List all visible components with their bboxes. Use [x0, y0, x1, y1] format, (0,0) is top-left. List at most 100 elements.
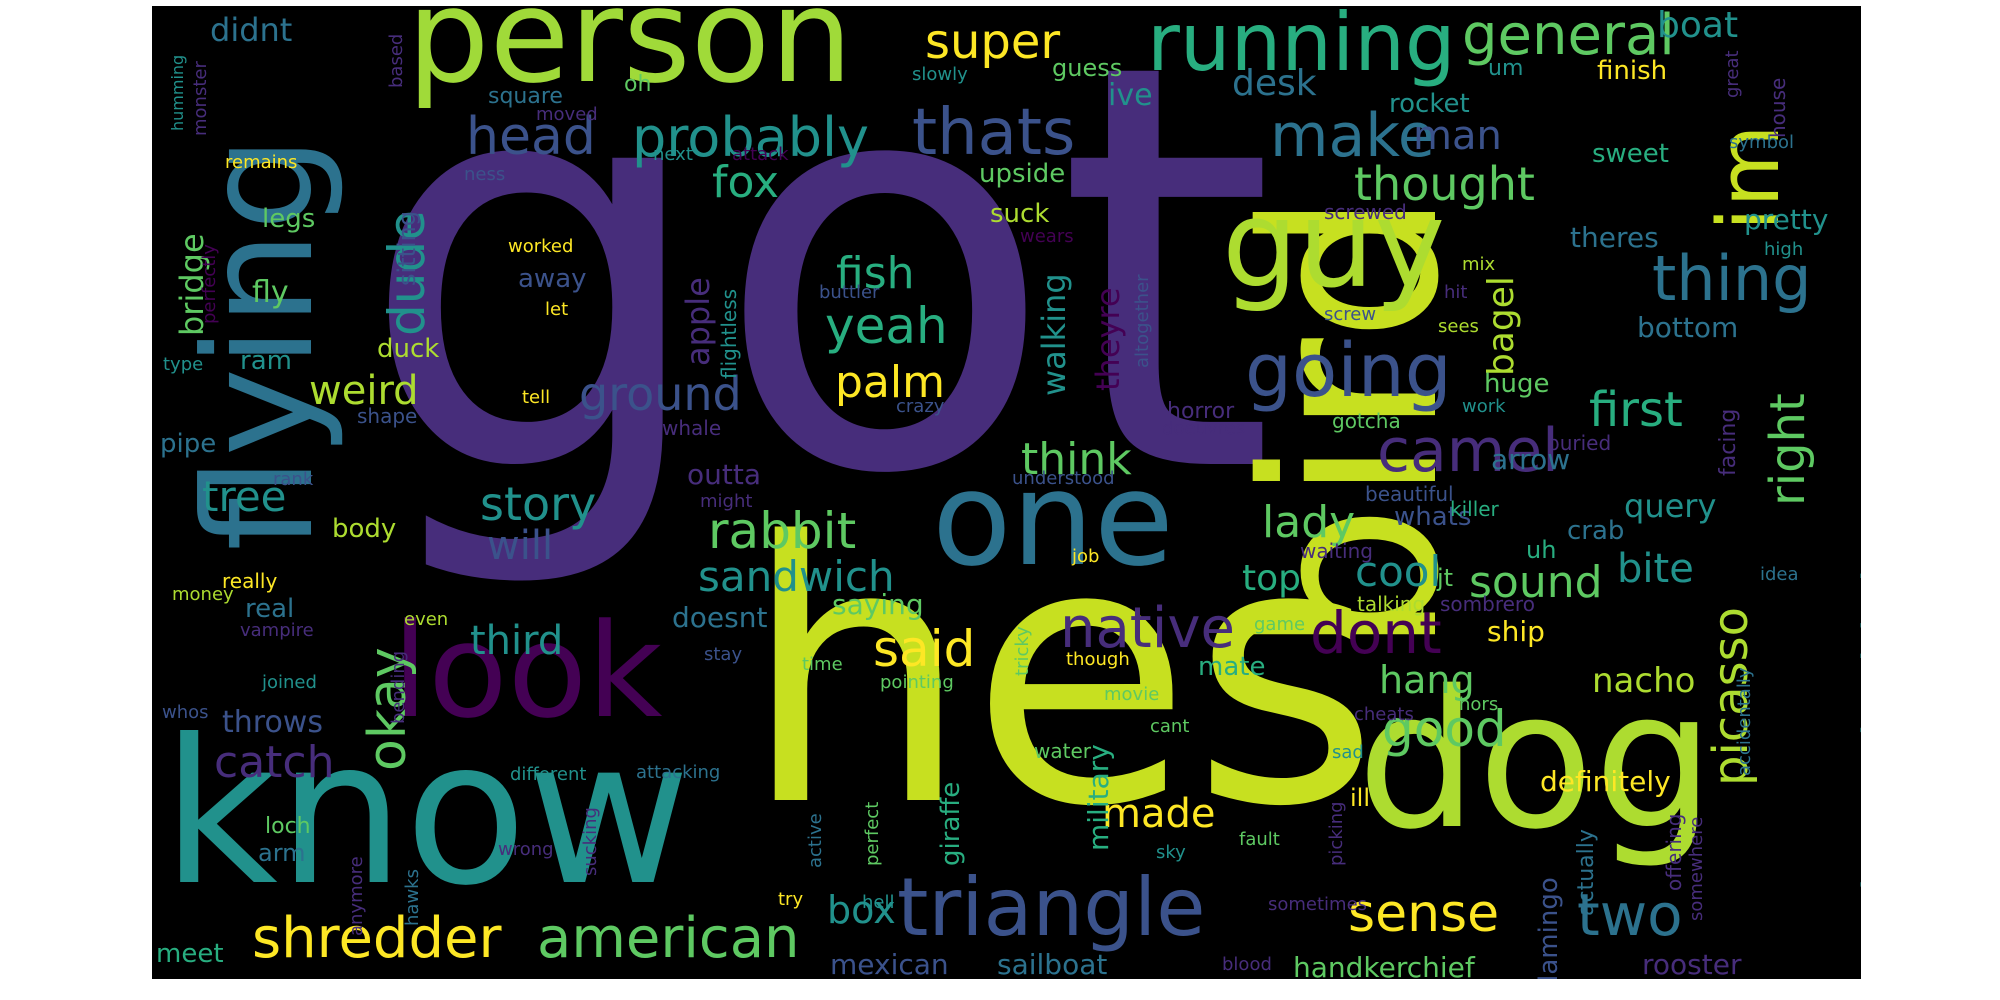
word-doesnt: doesnt: [672, 601, 768, 634]
word-look: look: [392, 595, 663, 747]
word-try: try: [778, 889, 804, 910]
word-whale: whale: [662, 416, 722, 440]
word-hors: hors: [1459, 694, 1499, 715]
word-catch: catch: [214, 737, 335, 788]
word-cloud: got hes bird dog know person flying look…: [152, 6, 1861, 979]
word-theres: theres: [1570, 221, 1659, 254]
word-story: story: [480, 477, 597, 531]
word-active: active: [805, 813, 826, 868]
word-altogether: altogether: [1132, 274, 1153, 368]
word-somewhere: somewhere: [1686, 816, 1707, 921]
word-rabbit: rabbit: [708, 502, 857, 560]
word-picking: picking: [1326, 801, 1347, 866]
word-right: right: [1760, 393, 1816, 506]
word-boat: boat: [1657, 6, 1739, 46]
word-saying: saying: [832, 588, 924, 621]
word-weird: weird: [309, 368, 419, 414]
word-bite: bite: [1617, 546, 1694, 592]
word-horror: horror: [1167, 399, 1235, 424]
word-facing: facing: [1716, 408, 1741, 476]
word-sweet: sweet: [1592, 139, 1669, 169]
word-two: two: [1577, 881, 1683, 949]
word-attack: attack: [732, 144, 789, 165]
word-ill: ill: [1350, 784, 1371, 812]
word-worked: worked: [508, 236, 574, 257]
word-think: think: [1021, 434, 1132, 485]
word-box: box: [827, 888, 896, 932]
word-finish: finish: [1597, 56, 1668, 86]
word-work: work: [1462, 396, 1506, 417]
word-sense: sense: [1348, 884, 1500, 944]
word-super: super: [925, 14, 1061, 70]
word-game: game: [1254, 614, 1306, 635]
word-arm: arm: [258, 839, 306, 867]
word-fox: fox: [712, 157, 780, 208]
word-dont: dont: [1310, 599, 1442, 667]
word-remains: remains: [225, 152, 298, 173]
word-tell: tell: [522, 387, 551, 408]
word-ship: ship: [1487, 615, 1545, 648]
word-meet: meet: [156, 939, 224, 969]
word-sometimes: sometimes: [1268, 894, 1368, 915]
word-flamingo: flamingo: [1534, 877, 1564, 979]
word-definitely: definitely: [1540, 765, 1671, 798]
word-whos: whos: [162, 702, 209, 723]
word-square: square: [488, 84, 563, 109]
word-sound: sound: [1469, 557, 1603, 608]
word-accidentally: accidentally: [1734, 667, 1755, 776]
word-loch: loch: [265, 814, 311, 839]
word-make: make: [1270, 101, 1435, 171]
word-sad: sad: [1332, 742, 1364, 763]
word-running: running: [1147, 6, 1456, 89]
word-monster: monster: [190, 61, 211, 136]
word-sky: sky: [1156, 842, 1186, 863]
word-talking: talking: [1357, 592, 1426, 616]
word-theyre: theyre: [1089, 287, 1127, 391]
word-tricky: tricky: [1012, 626, 1033, 676]
word-giraffe: giraffe: [936, 781, 966, 866]
word-job: job: [1072, 546, 1100, 567]
word-suck: suck: [990, 199, 1050, 229]
word-handkerchief: handkerchief: [1293, 951, 1475, 980]
word-pointing: pointing: [880, 672, 954, 693]
word-upside: upside: [979, 159, 1066, 189]
word-general: general: [1462, 6, 1675, 68]
word-buried: buried: [1547, 431, 1612, 455]
word-next: next: [653, 144, 693, 165]
word-fault: fault: [1239, 829, 1280, 850]
word-beautiful: beautiful: [1365, 482, 1454, 506]
word-first: first: [1589, 382, 1683, 438]
word-palm: palm: [835, 357, 945, 408]
word-rooster: rooster: [1642, 948, 1742, 979]
word-screw: screw: [1324, 304, 1377, 325]
word-joined: joined: [262, 672, 317, 693]
word-rank: rank: [273, 469, 314, 490]
word-moved: moved: [536, 104, 598, 125]
word-perfectly: perfectly: [199, 244, 220, 324]
word-hang: hang: [1379, 658, 1475, 702]
word-high: high: [1764, 239, 1804, 260]
word-got: got: [358, 6, 1276, 597]
word-though: though: [1066, 649, 1130, 670]
word-movie: movie: [1104, 684, 1160, 705]
word-buttler: buttler: [819, 282, 880, 303]
word-dog: dog: [1357, 650, 1715, 871]
word-actually: actually: [1574, 829, 1599, 916]
word-camel: camel: [1377, 416, 1559, 486]
word-hit: hit: [1444, 282, 1468, 303]
word-bending: bending: [388, 650, 409, 724]
word-will: will: [487, 523, 554, 569]
word-going: going: [1245, 328, 1452, 414]
word-apple: apple: [679, 277, 717, 366]
word-might: might: [700, 491, 753, 512]
word-ground: ground: [579, 367, 742, 421]
word-sees: sees: [1438, 316, 1479, 337]
word-know: know: [162, 697, 691, 930]
word-slowly: slowly: [912, 64, 968, 85]
word-mix: mix: [1462, 254, 1496, 275]
word-yeah: yeah: [825, 297, 948, 355]
word-blood: blood: [1222, 954, 1272, 975]
word-tree: tree: [202, 472, 287, 521]
word-doeuvres: doeuvres: [1162, 418, 1246, 439]
word-body: body: [332, 514, 397, 544]
